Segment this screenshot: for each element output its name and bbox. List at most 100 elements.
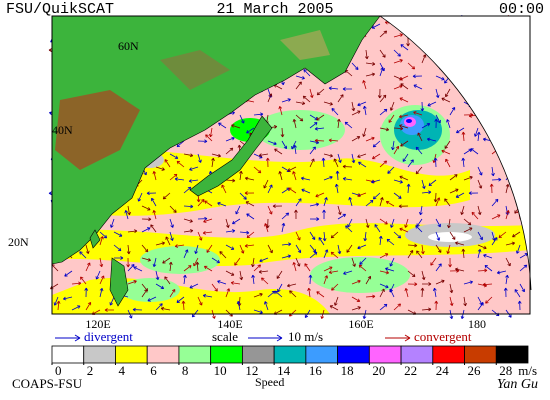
wind-arrow: [337, 244, 342, 255]
wind-arrow: [295, 114, 304, 122]
wind-arrow: [421, 270, 426, 281]
wind-arrow: [404, 218, 409, 228]
wind-arrow: [280, 127, 285, 138]
wind-arrow: [519, 264, 528, 272]
wind-arrow: [281, 222, 286, 233]
wind-arrow: [152, 257, 157, 268]
wind-arrow: [219, 251, 227, 259]
wind-arrow: [362, 80, 367, 90]
wind-arrow: [99, 257, 104, 268]
wind-arrow: [449, 231, 456, 240]
wind-arrow: [225, 270, 235, 276]
lon-label: 120E: [85, 317, 110, 331]
wind-arrow: [378, 235, 383, 246]
wind-arrow: [393, 145, 400, 155]
wind-arrow: [434, 118, 439, 129]
wind-arrow: [379, 127, 390, 132]
wind-arrow: [141, 289, 148, 298]
wind-arrow: [239, 114, 245, 124]
wind-arrow: [400, 44, 409, 51]
wind-arrow: [239, 170, 243, 181]
wind-arrow: [477, 244, 487, 250]
wind-arrow: [491, 237, 498, 246]
unit-label: m/s: [518, 363, 537, 378]
wind-arrow: [183, 204, 194, 209]
lon-label: 160E: [348, 317, 373, 331]
wind-arrow: [413, 111, 423, 116]
wind-arrow: [463, 175, 473, 181]
wind-arrow: [418, 205, 423, 216]
wind-arrow: [385, 267, 395, 272]
wind-arrow: [276, 270, 283, 279]
wind-arrow: [281, 242, 292, 247]
color-swatch: [51, 345, 85, 364]
globe-limb: [379, 15, 532, 291]
wind-arrow: [197, 139, 208, 144]
wind-arrow: [512, 231, 521, 238]
wind-arrow: [126, 257, 131, 268]
header-left: FSU/QuikSCAT: [6, 1, 114, 18]
wind-arrow: [407, 282, 418, 287]
wind-arrow: [113, 256, 124, 260]
wind-arrow: [461, 157, 466, 168]
wind-arrow: [455, 241, 465, 246]
wind-arrow: [99, 287, 104, 298]
wind-arrow: [365, 199, 374, 207]
wind-arrow: [477, 205, 482, 215]
wind-arrow: [183, 186, 192, 194]
wind-arrow: [281, 212, 290, 220]
wind-arrow: [446, 119, 451, 129]
wind-arrow: [278, 171, 283, 181]
wind-arrow: [264, 223, 269, 233]
wind-arrow: [445, 88, 451, 98]
tick-label: 6: [150, 363, 157, 378]
wind-arrow: [301, 188, 311, 194]
wind-arrow: [393, 49, 401, 57]
wind-arrow: [314, 138, 325, 143]
wind-arrow: [292, 171, 297, 181]
wind-arrow: [147, 296, 157, 302]
tick-label: 0: [55, 363, 62, 378]
wind-arrow: [304, 263, 311, 272]
wind-arrow: [318, 237, 325, 246]
wind-arrow: [231, 124, 241, 129]
wind-arrow: [309, 244, 317, 253]
convergent-arrow-head: [404, 334, 411, 342]
wind-arrow: [151, 197, 157, 207]
wind-arrow: [364, 49, 369, 60]
wind-arrow: [211, 257, 220, 264]
wind-arrow: [351, 153, 356, 164]
wind-arrow: [379, 288, 385, 298]
wind-arrow: [235, 205, 241, 215]
wind-arrow: [309, 251, 318, 259]
wind-arrow: [379, 30, 388, 38]
wind-arrow: [428, 179, 437, 187]
wind-arrow: [225, 147, 234, 155]
wind-arrow: [365, 294, 376, 299]
wind-arrow: [267, 290, 276, 298]
wind-arrow: [267, 93, 273, 103]
wind-arrow: [141, 217, 152, 222]
wind-arrow: [358, 264, 367, 272]
wind-arrow: [165, 236, 171, 246]
wind-arrow: [126, 244, 131, 255]
wind-arrow: [309, 231, 316, 240]
wind-arrow: [71, 305, 81, 311]
tick-label: 16: [309, 363, 323, 378]
wind-arrow: [505, 274, 509, 285]
color-swatch: [337, 345, 370, 364]
wind-arrow: [246, 231, 255, 239]
wind-arrow: [444, 140, 451, 149]
wind-arrow: [294, 209, 298, 220]
wind-arrow: [204, 200, 213, 207]
tick-label: 24: [436, 363, 450, 378]
wind-arrow: [217, 201, 227, 207]
wind-arrow: [433, 192, 438, 203]
wind-arrow: [85, 262, 91, 272]
wind-arrow: [267, 184, 273, 194]
wind-arrow: [197, 231, 203, 241]
wind-arrow: [323, 249, 329, 259]
wind-arrow: [489, 183, 494, 194]
wind-arrow: [316, 114, 325, 121]
wind-arrow: [379, 283, 389, 289]
